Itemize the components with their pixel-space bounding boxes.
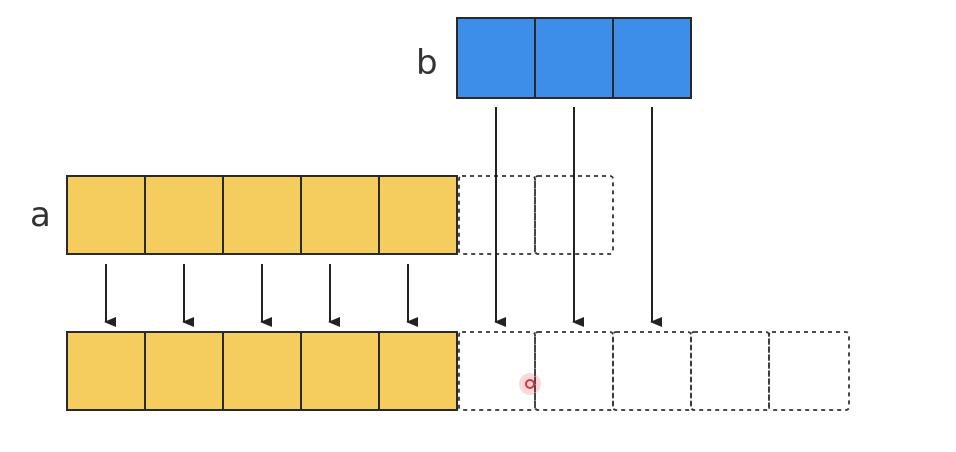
cursor-halo [519, 373, 541, 395]
cursor-ring [525, 379, 535, 389]
arrows-from-a [104, 264, 418, 327]
array-b-cell [612, 17, 692, 99]
result-empty-cell [690, 331, 770, 411]
array-b-label: b [416, 43, 438, 83]
array-a-cell [66, 175, 146, 255]
result-array [66, 331, 850, 411]
array-b-cell [534, 17, 614, 99]
result-empty-cell [458, 331, 536, 411]
result-empty-cell [612, 331, 692, 411]
array-b-cell [456, 17, 536, 99]
array-a-reserved-capacity [458, 175, 614, 255]
array-b [456, 17, 692, 99]
arrows-from-b [494, 107, 662, 327]
result-filled-cell [222, 331, 302, 411]
array-a-cell [378, 175, 458, 255]
array-a-label: a [30, 195, 51, 235]
array-a-cell [300, 175, 380, 255]
array-a [66, 175, 458, 255]
result-filled-cell [300, 331, 380, 411]
result-empty-cell [534, 331, 614, 411]
cursor-indicator [519, 373, 541, 395]
array-a-cell [144, 175, 224, 255]
result-filled-cell [144, 331, 224, 411]
result-filled-cell [66, 331, 146, 411]
result-filled-cell [378, 331, 458, 411]
array-a-cell [222, 175, 302, 255]
result-empty-cell [768, 331, 850, 411]
